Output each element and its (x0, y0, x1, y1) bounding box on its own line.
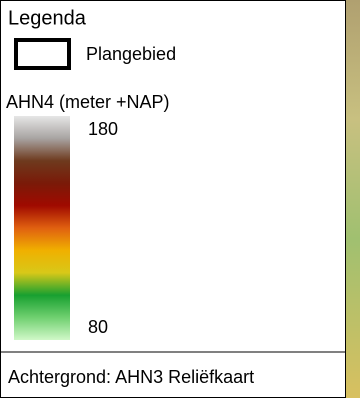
legend-item-label: Plangebied (86, 44, 176, 64)
map-legend: Legenda Plangebied AHN4 (meter +NAP) 180… (0, 0, 360, 398)
colorbar (14, 116, 70, 340)
colorbar-max: 180 (88, 119, 118, 139)
colorbar-min: 80 (88, 317, 108, 337)
legend-title: Legenda (8, 7, 87, 29)
colorbar-label: AHN4 (meter +NAP) (6, 92, 170, 112)
legend-footer: Achtergrond: AHN3 Reliëfkaart (8, 367, 254, 387)
map-background (345, 0, 360, 398)
page: Legenda Plangebied AHN4 (meter +NAP) 180… (0, 0, 360, 398)
